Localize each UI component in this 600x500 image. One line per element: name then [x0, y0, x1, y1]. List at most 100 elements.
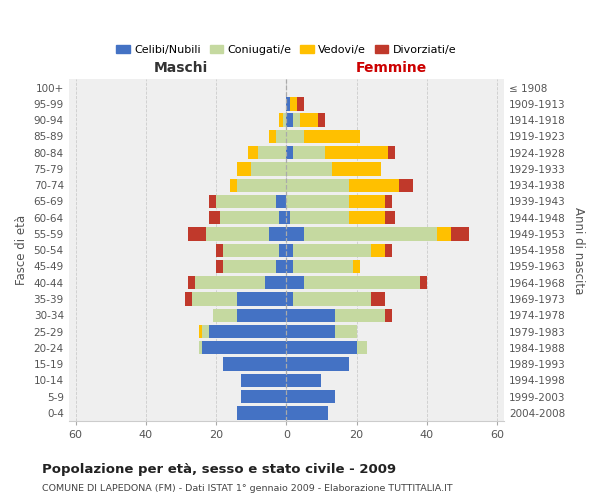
Text: Maschi: Maschi: [154, 60, 208, 74]
Bar: [349, 195, 385, 208]
Bar: [388, 146, 395, 160]
Bar: [293, 244, 371, 257]
Bar: [398, 178, 413, 192]
Bar: [209, 211, 220, 224]
Bar: [223, 358, 286, 370]
Bar: [385, 211, 395, 224]
Bar: [419, 276, 427, 289]
Bar: [237, 308, 286, 322]
Bar: [286, 292, 293, 306]
Bar: [279, 211, 286, 224]
Bar: [301, 114, 318, 127]
Bar: [332, 162, 381, 175]
Bar: [209, 195, 216, 208]
Bar: [283, 114, 286, 127]
Bar: [188, 276, 195, 289]
Bar: [293, 260, 353, 273]
Bar: [286, 390, 335, 403]
Bar: [223, 260, 276, 273]
Y-axis label: Fasce di età: Fasce di età: [15, 215, 28, 286]
Bar: [286, 276, 304, 289]
Bar: [251, 162, 286, 175]
Bar: [199, 341, 202, 354]
Bar: [349, 178, 398, 192]
Bar: [304, 228, 437, 240]
Bar: [293, 292, 371, 306]
Bar: [206, 228, 269, 240]
Bar: [195, 276, 265, 289]
Bar: [371, 244, 385, 257]
Bar: [286, 260, 293, 273]
Bar: [349, 211, 385, 224]
Bar: [286, 162, 332, 175]
Bar: [286, 358, 349, 370]
Bar: [335, 325, 356, 338]
Bar: [216, 244, 223, 257]
Bar: [385, 195, 392, 208]
Bar: [237, 406, 286, 419]
Bar: [276, 195, 286, 208]
Bar: [202, 341, 286, 354]
Text: Femmine: Femmine: [356, 60, 427, 74]
Bar: [185, 292, 191, 306]
Bar: [248, 146, 258, 160]
Bar: [276, 130, 286, 143]
Bar: [290, 97, 297, 110]
Bar: [371, 292, 385, 306]
Bar: [279, 244, 286, 257]
Y-axis label: Anni di nascita: Anni di nascita: [572, 206, 585, 294]
Bar: [437, 228, 451, 240]
Bar: [216, 195, 276, 208]
Bar: [220, 211, 279, 224]
Bar: [286, 244, 293, 257]
Bar: [188, 228, 206, 240]
Bar: [290, 211, 349, 224]
Bar: [237, 162, 251, 175]
Bar: [286, 211, 290, 224]
Bar: [293, 146, 325, 160]
Bar: [297, 97, 304, 110]
Bar: [318, 114, 325, 127]
Bar: [199, 325, 202, 338]
Text: COMUNE DI LAPEDONA (FM) - Dati ISTAT 1° gennaio 2009 - Elaborazione TUTTITALIA.I: COMUNE DI LAPEDONA (FM) - Dati ISTAT 1° …: [42, 484, 452, 493]
Bar: [276, 260, 286, 273]
Bar: [241, 390, 286, 403]
Bar: [258, 146, 286, 160]
Bar: [223, 244, 279, 257]
Bar: [304, 276, 419, 289]
Bar: [286, 114, 293, 127]
Bar: [286, 178, 349, 192]
Bar: [241, 374, 286, 387]
Bar: [202, 325, 209, 338]
Bar: [451, 228, 469, 240]
Bar: [230, 178, 237, 192]
Bar: [286, 146, 293, 160]
Bar: [385, 244, 392, 257]
Bar: [212, 308, 237, 322]
Bar: [237, 178, 286, 192]
Bar: [286, 97, 290, 110]
Bar: [286, 228, 304, 240]
Bar: [191, 292, 237, 306]
Bar: [286, 341, 356, 354]
Text: Popolazione per età, sesso e stato civile - 2009: Popolazione per età, sesso e stato civil…: [42, 462, 396, 475]
Bar: [269, 228, 286, 240]
Bar: [335, 308, 385, 322]
Bar: [265, 276, 286, 289]
Bar: [286, 195, 349, 208]
Bar: [286, 406, 328, 419]
Bar: [216, 260, 223, 273]
Bar: [353, 260, 360, 273]
Bar: [356, 341, 367, 354]
Legend: Celibi/Nubili, Coniugati/e, Vedovi/e, Divorziati/e: Celibi/Nubili, Coniugati/e, Vedovi/e, Di…: [112, 40, 461, 60]
Bar: [293, 114, 301, 127]
Bar: [325, 146, 388, 160]
Bar: [286, 374, 322, 387]
Bar: [286, 130, 304, 143]
Bar: [269, 130, 276, 143]
Bar: [209, 325, 286, 338]
Bar: [385, 308, 392, 322]
Bar: [237, 292, 286, 306]
Bar: [286, 308, 335, 322]
Bar: [304, 130, 360, 143]
